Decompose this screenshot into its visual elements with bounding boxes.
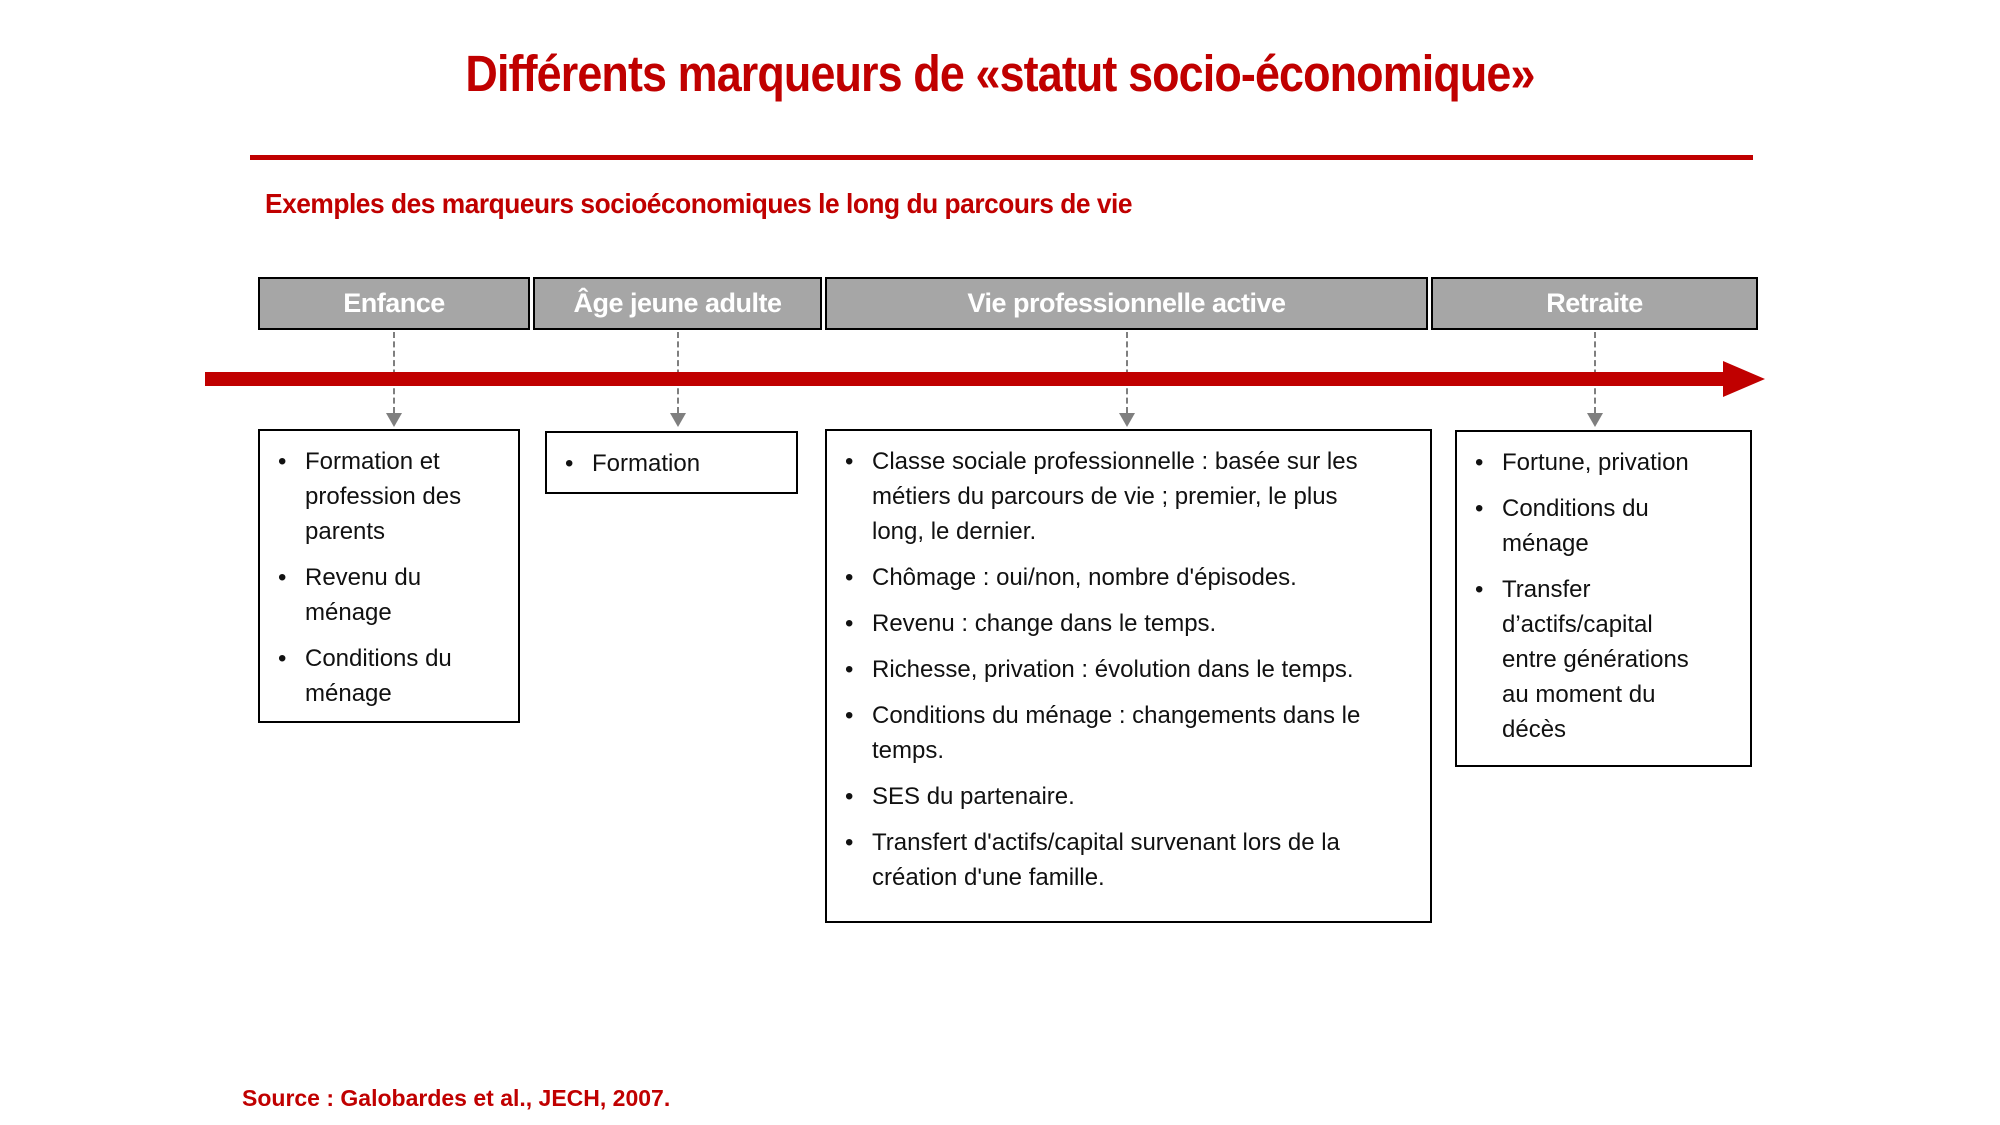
markers-list: Formation et profession des parents Reve… [260,431,518,730]
marker-item: Revenu du ménage [272,560,510,630]
markers-list: Classe sociale professionnelle : basée s… [827,431,1430,914]
marker-item: Transfer d’actifs/capital entre générati… [1469,572,1742,747]
marker-item: Formation et profession des parents [272,444,510,549]
marker-item: Formation [559,446,788,481]
markers-list: Fortune, privation Conditions du ménage … [1457,432,1750,766]
markers-box-age-jeune-adulte: Formation [545,431,798,494]
marker-item: Revenu : change dans le temps. [839,606,1422,641]
marker-item: Conditions du ménage [1469,491,1742,561]
timeline-stage-retraite: Retraite [1431,277,1758,330]
arrow-down-icon [1119,413,1135,427]
marker-item: Fortune, privation [1469,445,1742,480]
timeline-stage-vie-professionnelle: Vie professionnelle active [825,277,1428,330]
markers-box-vie-professionnelle: Classe sociale professionnelle : basée s… [825,429,1432,923]
marker-item: Transfert d'actifs/capital survenant lor… [839,825,1422,895]
title-underline [250,155,1753,160]
markers-box-enfance: Formation et profession des parents Reve… [258,429,520,723]
page-title: Différents marqueurs de «statut socio-éc… [465,45,1535,102]
marker-item: SES du partenaire. [839,779,1422,814]
marker-item: Conditions du ménage : changements dans … [839,698,1422,768]
timeline-stage-age-jeune-adulte: Âge jeune adulte [533,277,822,330]
marker-item: Richesse, privation : évolution dans le … [839,652,1422,687]
markers-box-retraite: Fortune, privation Conditions du ménage … [1455,430,1752,767]
timeline-stage-enfance: Enfance [258,277,530,330]
marker-item: Classe sociale professionnelle : basée s… [839,444,1422,549]
markers-list: Formation [547,433,796,500]
arrow-down-icon [670,413,686,427]
arrow-down-icon [386,413,402,427]
marker-item: Conditions du ménage [272,641,510,711]
arrow-down-icon [1587,413,1603,427]
timeline-arrow [205,372,1723,386]
marker-item: Chômage : oui/non, nombre d'épisodes. [839,560,1422,595]
slide-subtitle: Exemples des marqueurs socioéconomiques … [265,188,1133,219]
timeline-arrow-head-icon [1723,361,1765,397]
source-citation: Source : Galobardes et al., JECH, 2007. [242,1085,671,1111]
